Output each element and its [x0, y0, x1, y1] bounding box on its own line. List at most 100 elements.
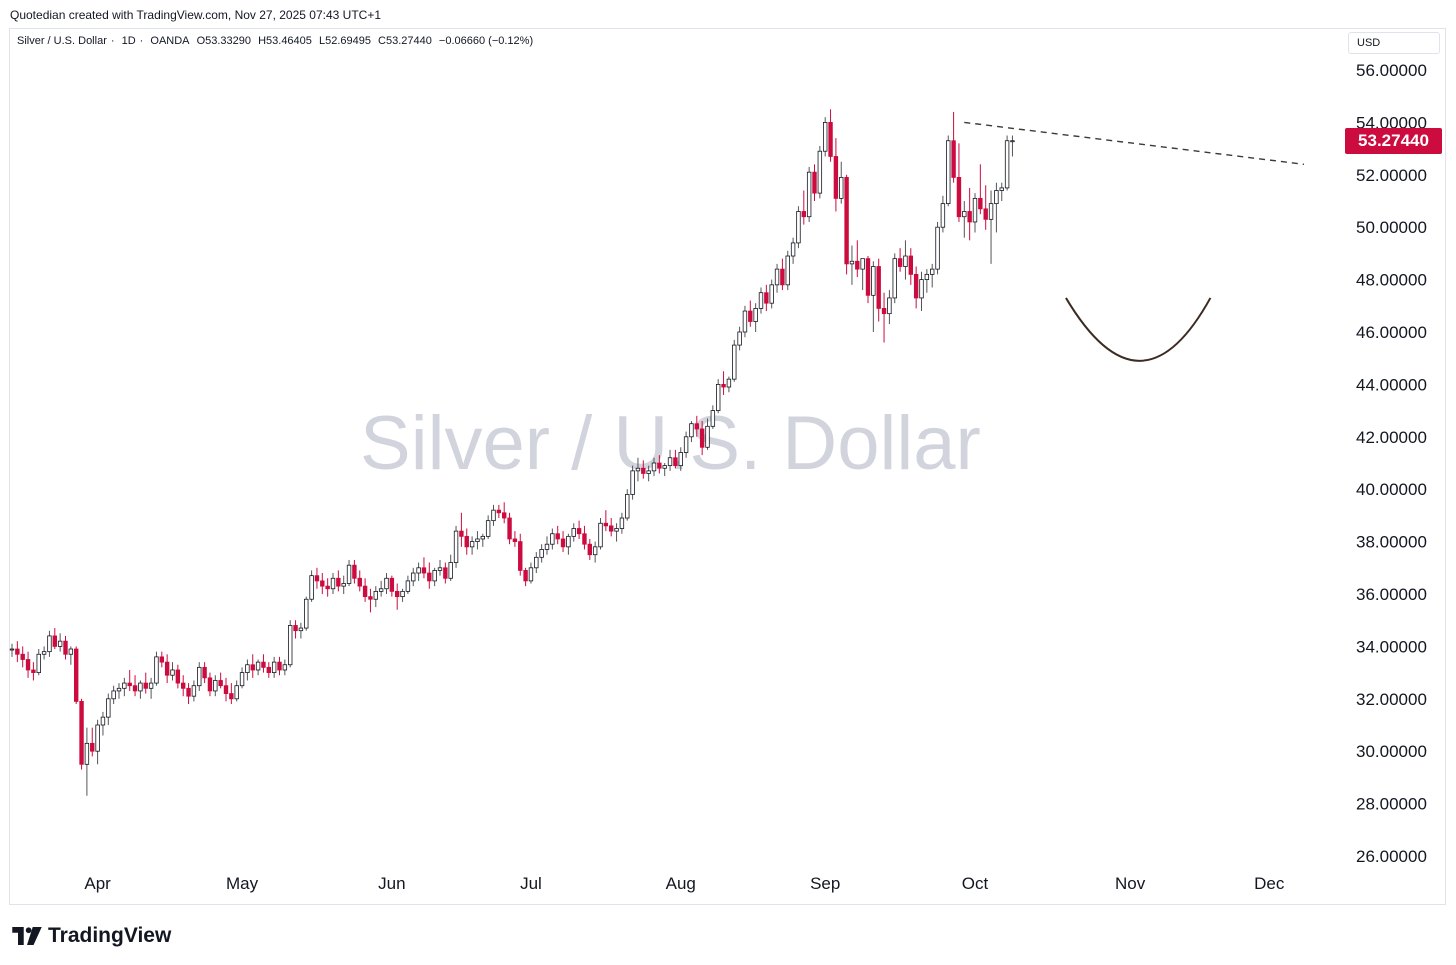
candle-body [587, 543, 592, 556]
candle-body [646, 470, 651, 474]
candle-body [903, 255, 908, 267]
candle-body [459, 530, 464, 537]
candle-body [550, 533, 555, 545]
price-axis-label: 40.00000 [1356, 480, 1427, 499]
candle-body [539, 549, 544, 558]
candle-body [464, 535, 469, 548]
candle-body [437, 567, 443, 571]
candle-body [143, 682, 148, 689]
candle-body [560, 538, 566, 548]
candle-body [887, 297, 892, 315]
rounding-bottom-arc [1065, 297, 1212, 362]
candle-body [496, 509, 502, 514]
price-axis-label: 32.00000 [1356, 690, 1427, 709]
candle-body [9, 648, 15, 651]
candle-body [293, 625, 298, 632]
candle-body [352, 564, 357, 579]
candle-body [180, 682, 186, 689]
candle-body [443, 567, 448, 579]
price-axis-label: 44.00000 [1356, 375, 1427, 394]
candle-body [999, 187, 1004, 191]
candle-body [41, 651, 47, 655]
symbol-info-line[interactable]: Silver / U.S. Dollar · 1D · OANDA O53.3329… [17, 35, 534, 47]
candle-body [15, 648, 20, 655]
candle-body [245, 664, 250, 673]
candle-body [967, 211, 972, 223]
candle-body [956, 177, 962, 218]
symbol-name[interactable]: Silver / U.S. Dollar [17, 35, 107, 47]
candle-body [336, 577, 341, 587]
ohlc-close: C53.27440 [378, 35, 432, 47]
time-axis-label: Jun [378, 874, 405, 893]
candle-body [614, 528, 619, 532]
candle-body [432, 570, 437, 582]
candle-body [972, 197, 978, 223]
candle-body [325, 585, 330, 590]
candle-body [790, 242, 796, 257]
candle-body [394, 590, 400, 598]
candle-body [806, 171, 812, 218]
candle-body [705, 425, 710, 448]
candle-body [57, 640, 63, 647]
ohlc-open: O53.33290 [196, 35, 252, 47]
candle-body [576, 528, 582, 535]
price-axis-label: 48.00000 [1356, 271, 1427, 290]
candle-body [31, 669, 36, 673]
candle-body [485, 520, 491, 537]
candle-body [68, 648, 74, 655]
candle-body [507, 517, 512, 540]
candle-body [625, 494, 630, 519]
candle-body [164, 661, 170, 676]
candle-body [309, 575, 314, 600]
candle-body [592, 546, 598, 556]
candle-body [357, 577, 362, 587]
candle-body [582, 533, 587, 545]
candle-body [994, 190, 999, 205]
time-axis-label: Jul [520, 874, 542, 893]
chart-frame [9, 28, 1446, 905]
candle-body [721, 383, 726, 388]
time-axis-label: Nov [1115, 874, 1146, 893]
candle-body [304, 598, 309, 629]
candle-body [47, 635, 52, 653]
symbol-interval[interactable]: 1D [121, 35, 136, 47]
candle-body [127, 682, 132, 687]
candle-body [175, 669, 181, 684]
candle-body [223, 685, 229, 694]
candle-body [801, 211, 806, 218]
currency-selector[interactable]: USD [1348, 32, 1440, 54]
candle-body [940, 203, 946, 228]
candle-body [817, 150, 823, 194]
candle-body [667, 457, 673, 467]
candle-body [384, 577, 389, 590]
candle-body [742, 310, 748, 333]
candle-body [421, 567, 427, 574]
time-axis-label: Dec [1254, 874, 1285, 893]
candle-body [678, 452, 683, 467]
candle-body [480, 535, 485, 540]
candle-body [673, 457, 678, 467]
candle-body [641, 467, 646, 474]
candle-body [897, 258, 903, 267]
tradingview-brand[interactable]: TradingView [12, 924, 171, 948]
candle-body [63, 640, 68, 655]
price-axis-label: 42.00000 [1356, 428, 1427, 447]
candle-body [106, 698, 111, 718]
candle-body [919, 279, 924, 299]
candle-body [839, 177, 844, 199]
candle-body [277, 661, 282, 671]
candle-body [651, 462, 657, 472]
candle-body [36, 653, 41, 674]
brand-name: TradingView [48, 924, 172, 947]
candle-body [913, 273, 919, 299]
candle-body [769, 284, 774, 304]
candle-body [191, 685, 197, 697]
candle-body [411, 572, 416, 582]
price-axis-label: 54.00000 [1356, 113, 1427, 132]
candle-body [261, 661, 266, 668]
candle-body [828, 122, 833, 157]
candle-body [52, 635, 57, 647]
price-axis-label: 50.00000 [1356, 218, 1427, 237]
candle-body [298, 627, 304, 632]
